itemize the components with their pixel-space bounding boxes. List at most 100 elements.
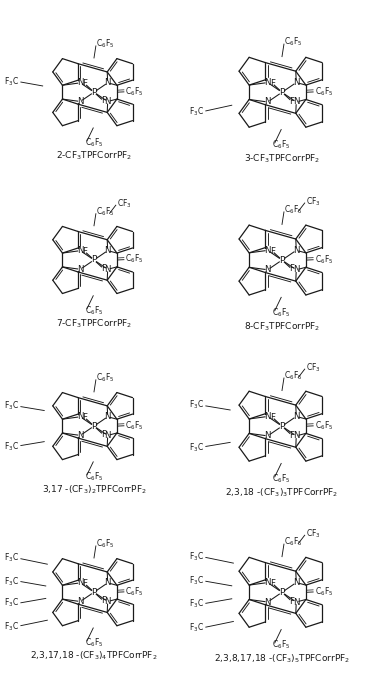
Text: CF$_3$: CF$_3$ [306,195,321,208]
Text: F: F [270,79,275,88]
Text: F: F [289,264,294,273]
Text: N: N [105,246,111,255]
Text: F$_3$C: F$_3$C [189,622,204,634]
Text: N: N [77,265,83,274]
Text: N: N [77,431,83,440]
Text: N: N [105,431,111,440]
Text: N: N [105,597,111,606]
Text: N: N [264,412,271,421]
Text: C$_6$F$_5$: C$_6$F$_5$ [85,471,103,483]
Text: F$_3$C: F$_3$C [189,597,204,610]
Text: 7-CF$_3$TPFCorrPF$_2$: 7-CF$_3$TPFCorrPF$_2$ [56,317,132,330]
Text: F: F [289,597,294,605]
Text: N: N [77,412,83,421]
Text: CF$_3$: CF$_3$ [306,361,321,374]
Text: F: F [82,579,87,588]
Text: N: N [105,412,111,421]
Text: 2,3,8,17,18 -(CF$_3$)$_5$TPFCorrPF$_2$: 2,3,8,17,18 -(CF$_3$)$_5$TPFCorrPF$_2$ [214,652,350,665]
Text: N: N [105,97,111,106]
Text: CF$_3$: CF$_3$ [306,527,321,540]
Text: F$_3$C: F$_3$C [189,106,204,118]
Text: N: N [293,412,300,421]
Text: C$_6$F$_5$: C$_6$F$_5$ [96,538,115,551]
Text: C$_6$F$_5$: C$_6$F$_5$ [272,139,291,151]
Text: C$_6$F$_5$: C$_6$F$_5$ [284,370,303,382]
Text: F$_3$C: F$_3$C [5,575,19,588]
Text: N: N [293,265,300,275]
Text: F: F [101,264,106,273]
Text: 3-CF$_3$TPFCorrPF$_2$: 3-CF$_3$TPFCorrPF$_2$ [244,153,320,165]
Text: C$_6$F$_5$: C$_6$F$_5$ [315,419,333,432]
Text: 8-CF$_3$TPFCorrPF$_2$: 8-CF$_3$TPFCorrPF$_2$ [244,320,320,333]
Text: C$_6$F$_5$: C$_6$F$_5$ [126,585,144,598]
Text: F: F [82,413,87,422]
Text: F$_3$C: F$_3$C [5,552,19,564]
Text: P: P [279,588,285,597]
Text: C$_6$F$_5$: C$_6$F$_5$ [96,205,115,218]
Text: C$_6$F$_5$: C$_6$F$_5$ [315,585,333,598]
Text: C$_6$F$_5$: C$_6$F$_5$ [315,253,333,266]
Text: N: N [264,78,271,87]
Text: N: N [293,431,300,441]
Text: F: F [101,96,106,105]
Text: 2,3,18 -(CF$_3$)$_3$TPFCorrPF$_2$: 2,3,18 -(CF$_3$)$_3$TPFCorrPF$_2$ [225,486,339,499]
Text: N: N [264,431,271,441]
Text: F$_3$C: F$_3$C [5,75,19,87]
Text: N: N [77,578,83,587]
Text: C$_6$F$_5$: C$_6$F$_5$ [85,136,103,149]
Text: N: N [293,98,300,106]
Text: C$_6$F$_5$: C$_6$F$_5$ [284,536,303,549]
Text: C$_6$F$_5$: C$_6$F$_5$ [96,372,115,384]
Text: P: P [279,256,285,264]
Text: N: N [77,597,83,606]
Text: N: N [77,79,83,87]
Text: F: F [101,596,106,605]
Text: N: N [264,246,271,255]
Text: F: F [270,579,275,588]
Text: C$_6$F$_5$: C$_6$F$_5$ [126,419,144,432]
Text: N: N [264,597,271,607]
Text: F$_3$C: F$_3$C [189,551,204,563]
Text: F$_3$C: F$_3$C [5,597,19,610]
Text: P: P [91,422,97,431]
Text: N: N [105,265,111,274]
Text: F: F [82,247,87,256]
Text: F$_3$C: F$_3$C [189,399,204,412]
Text: C$_6$F$_5$: C$_6$F$_5$ [272,306,291,319]
Text: F$_3$C: F$_3$C [189,575,204,587]
Text: C$_6$F$_5$: C$_6$F$_5$ [96,38,115,50]
Text: N: N [264,98,271,106]
Text: C$_6$F$_5$: C$_6$F$_5$ [126,253,144,266]
Text: F: F [270,247,275,256]
Text: C$_6$F$_5$: C$_6$F$_5$ [284,36,303,48]
Text: N: N [105,578,111,587]
Text: P: P [279,87,285,97]
Text: F$_3$C: F$_3$C [5,440,19,452]
Text: P: P [91,87,97,97]
Text: P: P [91,588,97,597]
Text: N: N [293,78,300,87]
Text: CF$_3$: CF$_3$ [117,198,132,210]
Text: C$_6$F$_5$: C$_6$F$_5$ [126,85,144,98]
Text: F$_3$C: F$_3$C [5,399,19,412]
Text: F$_3$C: F$_3$C [5,620,19,633]
Text: F$_3$C: F$_3$C [189,441,204,454]
Text: N: N [264,265,271,275]
Text: 2,3,17,18 -(CF$_3$)$_4$TPFCorrPF$_2$: 2,3,17,18 -(CF$_3$)$_4$TPFCorrPF$_2$ [30,650,158,662]
Text: N: N [293,578,300,587]
Text: N: N [77,97,83,106]
Text: C$_6$F$_5$: C$_6$F$_5$ [85,304,103,317]
Text: F: F [82,79,87,88]
Text: N: N [293,597,300,607]
Text: F: F [101,430,106,439]
Text: N: N [264,578,271,587]
Text: 2-CF$_3$TPFCorrPF$_2$: 2-CF$_3$TPFCorrPF$_2$ [56,150,132,162]
Text: C$_6$F$_5$: C$_6$F$_5$ [272,639,291,651]
Text: N: N [105,79,111,87]
Text: C$_6$F$_5$: C$_6$F$_5$ [85,637,103,649]
Text: P: P [91,256,97,264]
Text: C$_6$F$_5$: C$_6$F$_5$ [284,203,303,216]
Text: P: P [279,422,285,431]
Text: 3,17 -(CF$_3$)$_2$TPFCorrPF$_2$: 3,17 -(CF$_3$)$_2$TPFCorrPF$_2$ [42,483,146,496]
Text: C$_6$F$_5$: C$_6$F$_5$ [315,85,333,98]
